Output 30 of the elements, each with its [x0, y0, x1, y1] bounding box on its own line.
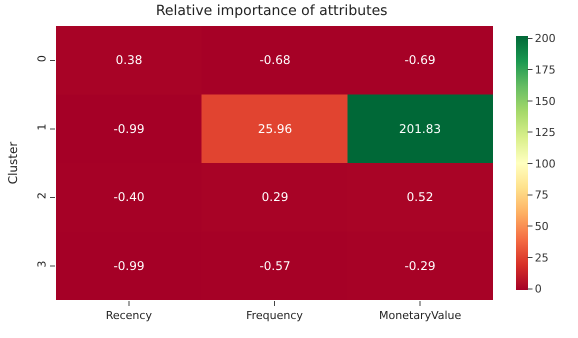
x-tick-label: MonetaryValue — [379, 309, 462, 322]
data-label: 0.38 — [116, 53, 142, 68]
color-bar-label: 50 — [534, 220, 549, 233]
data-label: -0.99 — [113, 259, 145, 274]
chart-title: Relative importance of attributes — [156, 2, 388, 19]
data-label: -0.99 — [113, 122, 145, 136]
y-tick-label: 2 — [36, 192, 49, 200]
data-label: -0.69 — [404, 53, 436, 68]
x-tick-label: Recency — [106, 309, 152, 322]
color-bar-label: 200 — [534, 32, 556, 46]
color-bar-label: 0 — [534, 282, 542, 296]
data-label: -0.29 — [404, 259, 436, 274]
color-bar-label: 150 — [534, 94, 556, 108]
data-label: -0.40 — [113, 190, 145, 204]
data-label: 201.83 — [399, 122, 441, 136]
y-tick-label: 3 — [36, 260, 49, 268]
color-bar-label: 125 — [534, 126, 556, 140]
data-label: -0.57 — [259, 259, 291, 274]
color-bar-label: 75 — [534, 188, 549, 202]
data-label: -0.68 — [259, 53, 291, 68]
y-tick-label: 0 — [36, 55, 49, 62]
data-label: 0.29 — [262, 190, 288, 204]
color-bar-label: 100 — [534, 157, 556, 170]
y-tick-label: 1 — [36, 124, 49, 131]
color-bar-label: 175 — [534, 63, 556, 76]
data-label: 25.96 — [258, 122, 292, 136]
color-bar-label: 25 — [534, 251, 549, 264]
x-tick-label: Frequency — [246, 309, 304, 322]
data-label: 0.52 — [406, 190, 434, 204]
y-axis-title: Cluster — [6, 142, 20, 184]
